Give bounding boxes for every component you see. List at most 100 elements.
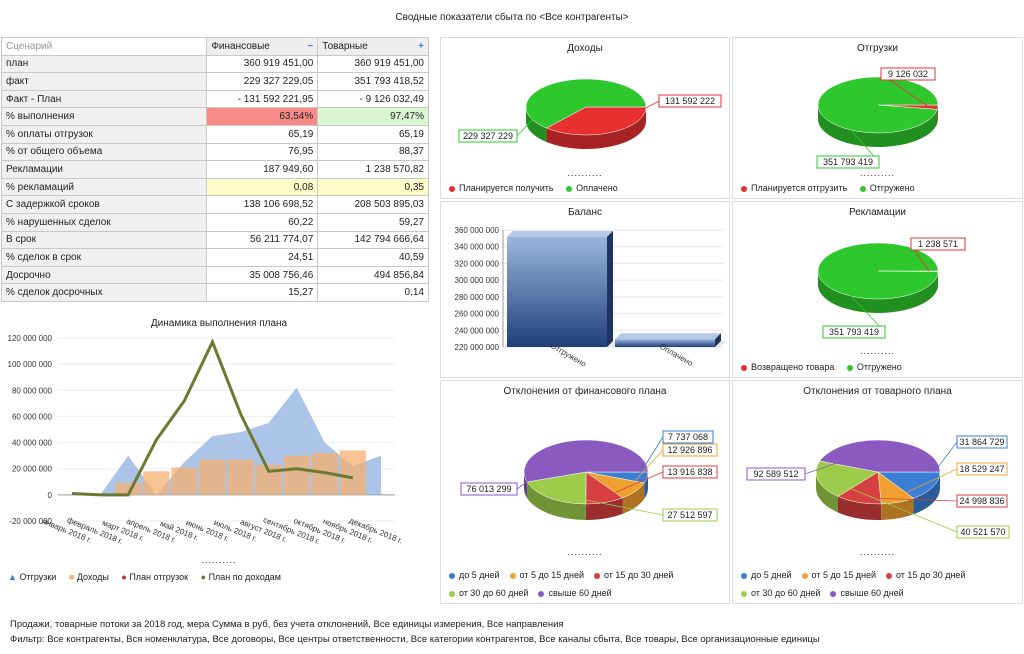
y-tick-label: 20 000 000 [12, 465, 53, 474]
pie-slice [525, 78, 647, 129]
table-row[interactable]: Факт - План - 131 592 221,95- 9 126 032,4… [0, 89, 429, 109]
legend-dot-icon [859, 185, 866, 192]
goods-column-header[interactable]: Товарные + [317, 37, 429, 56]
value-label-box [956, 435, 1008, 449]
reclamations-legend: Возвращено товара Отгружено [741, 362, 912, 372]
income-bar [199, 459, 226, 495]
row-label: % от общего объема [0, 142, 208, 162]
income-bar [143, 471, 170, 495]
y-tick-label: 260 000 000 [455, 310, 500, 319]
pie-slice [817, 76, 939, 134]
value-label-box [956, 494, 1008, 508]
label-leader [924, 441, 958, 485]
goods-deviation-dots: .......... [859, 547, 895, 557]
label-leader [861, 497, 958, 502]
fin-deviation-legend: до 5 дней от 5 до 15 дней от 15 до 30 дней… [449, 566, 683, 602]
value-label: 31 864 729 [959, 437, 1004, 447]
reclamations-title: Рекламации [848, 207, 906, 218]
bar [507, 236, 607, 347]
goods-value: 351 793 418,52 [317, 72, 429, 91]
legend-dot-icon [566, 185, 573, 192]
value-label: 40 521 570 [960, 527, 1005, 537]
y-tick-label: 360 000 000 [455, 226, 500, 235]
expand-icon[interactable]: + [418, 40, 424, 52]
table-row[interactable]: % выполнения 63,54% 97,47% [0, 107, 429, 126]
y-tick-label: 340 000 000 [455, 243, 500, 252]
y-tick-label: 100 000 000 [8, 360, 53, 369]
bar-top [615, 333, 721, 340]
goods-value: 97,47% [317, 107, 429, 126]
legend-dot-icon [801, 572, 808, 579]
table-row[interactable]: Досрочно 35 008 756,46 494 856,84 [0, 265, 429, 285]
table-row[interactable]: % от общего объема 76,95 88,37 [0, 142, 429, 162]
balance-title: Баланс [567, 207, 603, 218]
legend-dot-icon [509, 572, 516, 579]
row-label: Факт - План [0, 89, 208, 109]
row-label: план [0, 54, 208, 74]
legend-dot-icon [538, 590, 545, 597]
dot-icon: ● [121, 572, 127, 582]
table-row[interactable]: % сделок досрочных 15,27 0,14 [0, 283, 429, 302]
pie-slice-side [524, 472, 528, 498]
label-leader [554, 493, 664, 516]
legend-label: План отгрузок [129, 572, 189, 582]
table-row[interactable]: план 360 919 451,00 360 919 451,00 [0, 54, 429, 74]
table-row[interactable]: В срок 56 211 774,07 142 794 666,64 [0, 230, 429, 250]
shipments-dots: .......... [859, 168, 895, 178]
legend-label: Планируется отгрузить [751, 183, 848, 193]
y-tick-label: 120 000 000 [8, 334, 53, 343]
table-row[interactable]: Рекламации 187 949,60 1 238 570,82 [0, 160, 429, 179]
fin-deviation-panel: Отклонения от финансового плана 7 737 06… [440, 380, 730, 604]
label-leader [894, 468, 958, 499]
value-label: 13 916 838 [667, 467, 712, 477]
pie-slice [523, 439, 649, 483]
legend-label: от 30 до 60 дней [459, 588, 529, 598]
table-row[interactable]: % рекламаций 0,08 0,35 [0, 177, 429, 197]
fin-value: 187 949,60 [206, 160, 319, 179]
table-row[interactable]: % нарушенных сделок 60,22 59,27 [0, 212, 429, 232]
goods-value: 65,19 [317, 124, 429, 144]
goods-value: 0,14 [317, 283, 429, 302]
row-label: факт [0, 72, 208, 91]
dynamics-legend: ▲ Отгрузки ■ Доходы ● План отгрузок ● Пл… [8, 572, 291, 582]
income-bar [115, 483, 142, 495]
table-row[interactable]: % оплаты отгрузок 65,19 65,19 [0, 124, 429, 144]
income-bar [339, 450, 366, 495]
collapse-icon[interactable]: − [307, 40, 314, 52]
label-leader [826, 102, 880, 163]
legend-label: Доходы [76, 572, 109, 582]
fin-column-header[interactable]: Финансовые − [206, 37, 319, 56]
legend-dot-icon [449, 572, 455, 579]
table-row[interactable]: факт 229 327 229,05 351 793 418,52 [0, 72, 429, 91]
y-tick-label: 0 [48, 491, 53, 500]
legend-dot-icon [741, 572, 747, 579]
pie-slice [545, 106, 647, 136]
legend-label: свыше 60 дней [840, 588, 904, 598]
goods-deviation-panel: Отклонения от товарного плана 31 864 729… [732, 380, 1023, 604]
value-label: 351 793 419 [829, 327, 879, 337]
goods-value: - 9 126 032,49 [317, 89, 429, 109]
pie-slice-side [818, 105, 938, 148]
value-label-box [662, 443, 718, 457]
goods-value: 494 856,84 [317, 265, 429, 285]
table-row[interactable]: С задержкой сроков 138 106 698,52 208 503 … [0, 195, 429, 214]
fin-value: 65,19 [206, 124, 319, 144]
row-label: В срок [0, 230, 208, 250]
row-label: Рекламации [0, 160, 208, 179]
legend-dot-icon [741, 185, 747, 192]
row-label: % нарушенных сделок [0, 212, 208, 232]
legend-dot-icon [741, 364, 747, 371]
pie-slice-side [526, 107, 547, 143]
dynamics-title: Динамика выполнения плана [150, 318, 288, 329]
label-leader [627, 449, 664, 489]
legend-dot-icon [594, 572, 600, 579]
page-title: Сводные показатели сбыта по <Все контраг… [395, 12, 629, 23]
y-tick-label: 60 000 000 [12, 412, 53, 421]
label-leader [606, 100, 660, 130]
row-label: % сделок досрочных [0, 283, 208, 302]
reclamations-dots: .......... [859, 346, 895, 356]
table-row[interactable]: % сделок в срок 24,51 40,59 [0, 248, 429, 267]
legend-label: до 5 дней [751, 570, 792, 580]
value-label-box [822, 325, 886, 339]
bar [615, 339, 715, 347]
